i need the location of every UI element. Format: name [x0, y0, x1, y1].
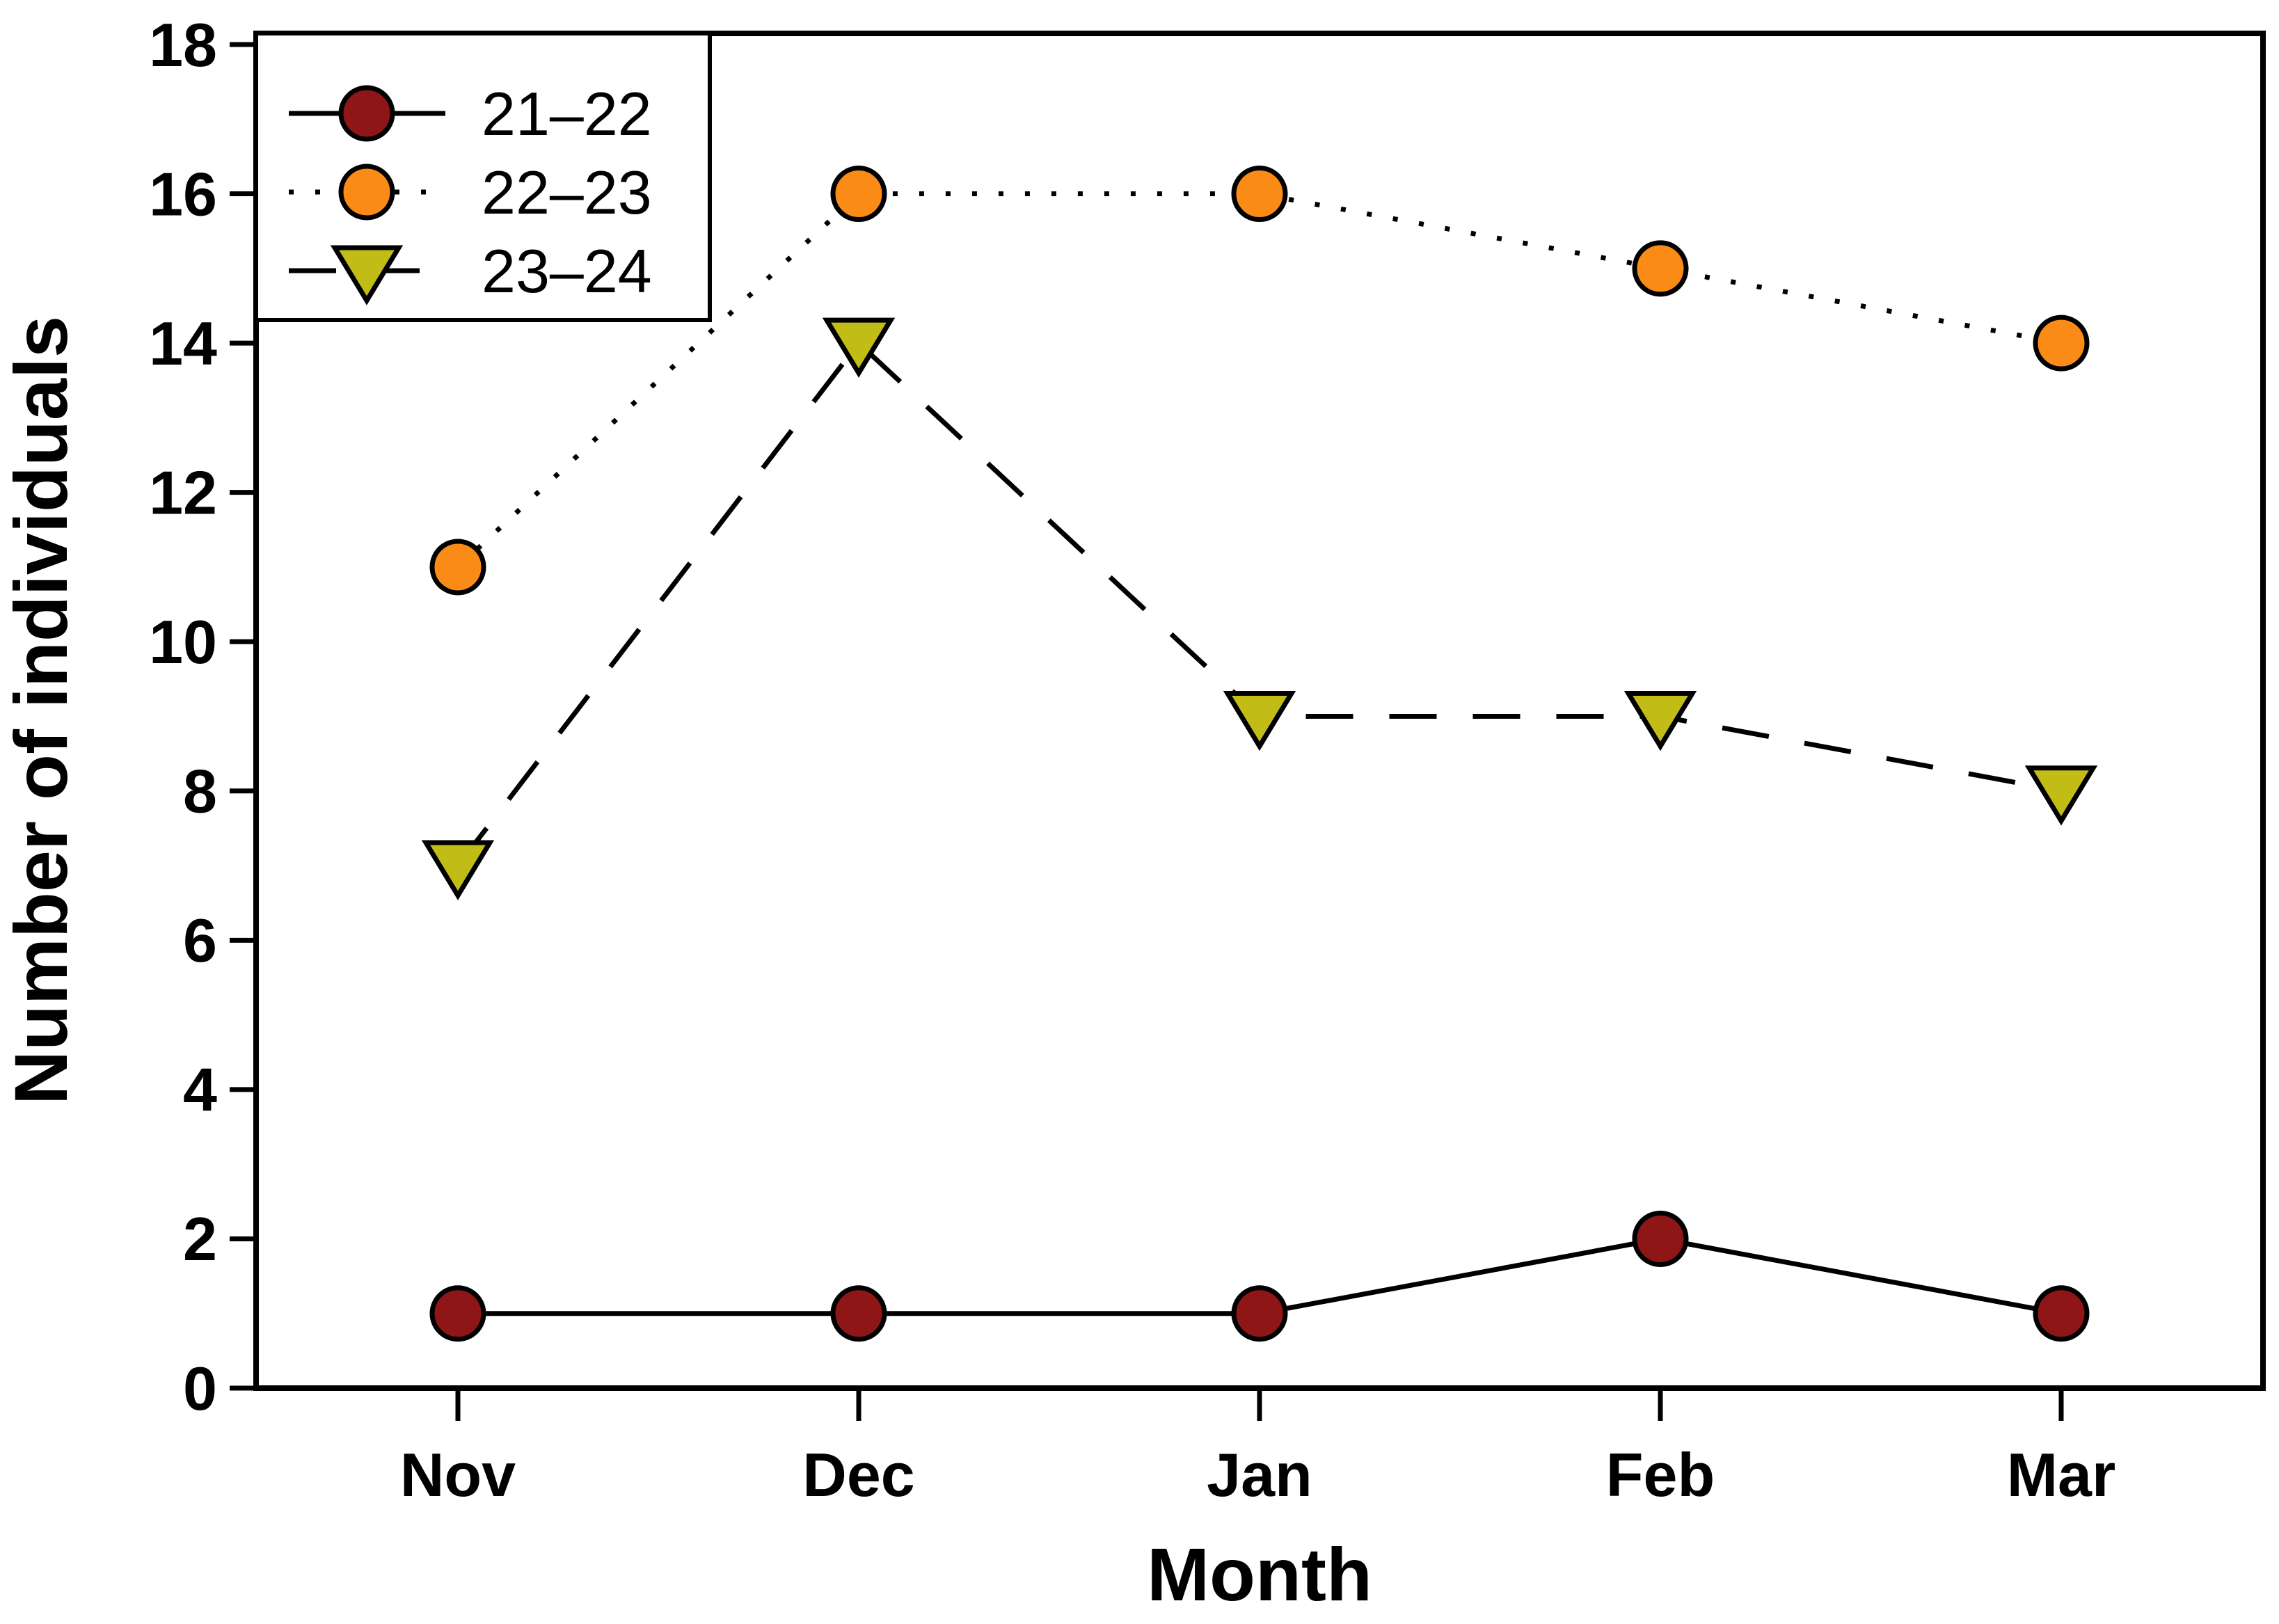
- legend-row: 22–23: [289, 158, 652, 227]
- data-point-marker: [2033, 315, 2090, 372]
- y-axis-tick-label: 8: [183, 757, 217, 826]
- y-axis-tick-label: 12: [149, 458, 217, 527]
- data-point-marker: [1623, 691, 1697, 751]
- y-axis-tick-label: 18: [149, 10, 217, 79]
- data-point-marker: [421, 840, 495, 900]
- x-axis-tick-label: Feb: [1606, 1440, 1715, 1509]
- series-line: [456, 339, 2062, 868]
- x-axis-tick-label: Jan: [1207, 1440, 1312, 1509]
- series-21-22: [429, 1210, 2090, 1342]
- series-22-23: [429, 166, 2090, 596]
- x-axis-tick-label: Nov: [400, 1440, 516, 1509]
- legend-label: 22–23: [482, 158, 652, 227]
- data-point-marker: [1632, 1210, 1689, 1267]
- y-axis-title: Number of individuals: [0, 316, 83, 1105]
- data-point-marker: [1231, 166, 1288, 223]
- y-axis-tick-label: 16: [149, 159, 217, 228]
- y-axis-tick-label: 10: [149, 607, 217, 676]
- x-axis-tick-label: Mar: [2007, 1440, 2116, 1509]
- data-point-marker: [1231, 1285, 1288, 1342]
- data-point-marker: [429, 539, 486, 596]
- y-axis-tick-label: 2: [183, 1204, 217, 1273]
- data-point-marker: [1223, 691, 1296, 751]
- data-point-marker: [830, 1285, 887, 1342]
- data-point-marker: [2033, 1285, 2090, 1342]
- legend-row: 23–24: [289, 237, 652, 305]
- data-point-marker: [830, 166, 887, 223]
- legend-marker: [338, 164, 395, 221]
- legend-label: 21–22: [482, 79, 652, 148]
- data-point-marker: [2024, 765, 2098, 826]
- legend-label: 23–24: [482, 237, 652, 305]
- legend-marker: [338, 85, 395, 142]
- data-point-marker: [822, 317, 896, 378]
- series-23-24: [421, 317, 2098, 900]
- legend-marker: [330, 245, 404, 305]
- data-point-marker: [429, 1285, 486, 1342]
- data-point-marker: [1632, 240, 1689, 297]
- y-axis-tick-label: 0: [183, 1354, 217, 1423]
- legend-row: 21–22: [289, 79, 652, 148]
- y-axis-tick-label: 6: [183, 906, 217, 975]
- x-axis-tick-label: Dec: [802, 1440, 914, 1509]
- y-axis-tick-label: 4: [183, 1056, 217, 1124]
- y-axis-tick-label: 14: [149, 309, 217, 378]
- legend: 21–22 22–23 23–24: [254, 31, 712, 322]
- plot-layer: 0 2 4 6 8 10 12 14 16 18 Nov Dec Jan Feb Mar 21–22 22–23…: [149, 10, 2266, 1509]
- x-axis-title: Month: [1147, 1532, 1372, 1616]
